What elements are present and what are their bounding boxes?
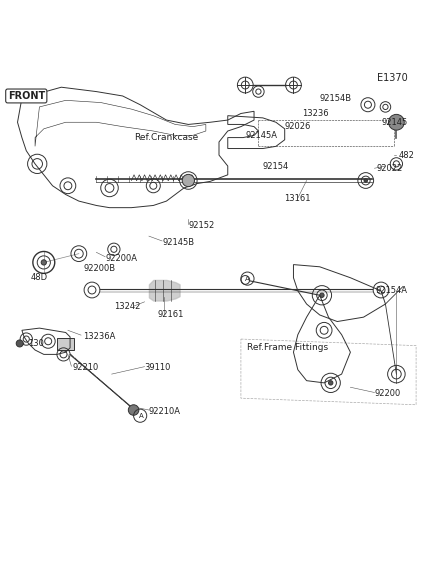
Circle shape — [328, 380, 333, 385]
Text: A: A — [245, 276, 250, 281]
Circle shape — [320, 293, 324, 297]
Text: 92154: 92154 — [263, 162, 289, 171]
Circle shape — [16, 340, 23, 347]
Text: 92022: 92022 — [377, 164, 403, 172]
Text: 92154B: 92154B — [320, 93, 352, 103]
Text: 48D: 48D — [31, 273, 48, 282]
Text: 92210A: 92210A — [149, 407, 181, 416]
Text: 92210: 92210 — [72, 363, 99, 372]
Circle shape — [182, 174, 194, 187]
Text: 130: 130 — [28, 339, 44, 348]
Circle shape — [373, 282, 389, 298]
Text: Ref.Frame Fittings: Ref.Frame Fittings — [247, 343, 328, 352]
Text: 92145B: 92145B — [162, 238, 194, 247]
Bar — [57, 337, 74, 350]
Circle shape — [241, 276, 250, 284]
Circle shape — [84, 282, 100, 298]
Text: A: A — [139, 413, 143, 419]
Text: 92026: 92026 — [285, 122, 311, 131]
Text: 92200A: 92200A — [105, 253, 137, 262]
Text: 92154A: 92154A — [375, 286, 407, 295]
Circle shape — [128, 405, 139, 415]
Text: 39110: 39110 — [145, 363, 171, 372]
Text: Ref.Crankcase: Ref.Crankcase — [134, 133, 198, 142]
Circle shape — [364, 179, 367, 182]
Text: 92200B: 92200B — [83, 265, 115, 273]
Text: E1370: E1370 — [377, 73, 407, 84]
Text: 13236: 13236 — [302, 109, 329, 118]
Text: 92145A: 92145A — [245, 131, 277, 140]
Circle shape — [389, 115, 404, 130]
Text: 92145: 92145 — [381, 117, 407, 127]
Text: 92200: 92200 — [374, 389, 401, 398]
Circle shape — [41, 260, 46, 265]
Text: 92161: 92161 — [158, 311, 184, 320]
Text: 482: 482 — [399, 151, 414, 160]
Text: 92152: 92152 — [188, 221, 215, 230]
Text: 13236A: 13236A — [83, 332, 116, 342]
Text: 13242: 13242 — [114, 302, 140, 311]
Text: FRONT: FRONT — [7, 91, 45, 101]
Text: 13161: 13161 — [285, 194, 311, 203]
